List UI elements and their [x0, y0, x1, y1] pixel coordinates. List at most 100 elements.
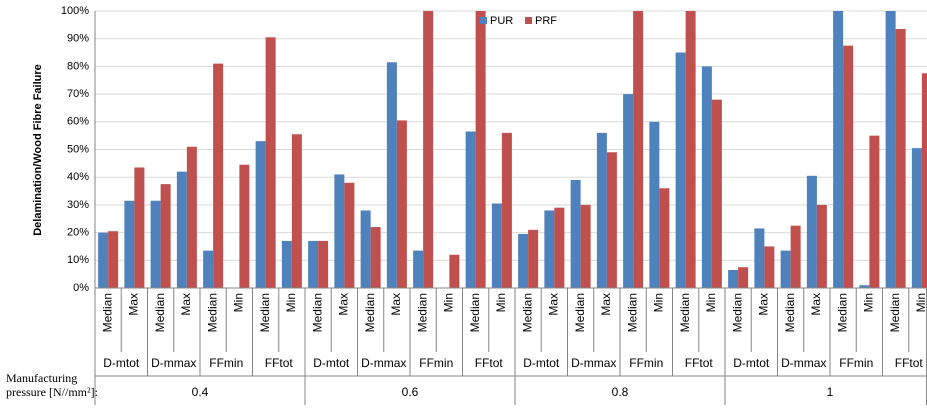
- bar: [265, 37, 276, 288]
- group-label: D-mmax: [781, 356, 826, 370]
- bar: [176, 171, 187, 288]
- bar: [239, 164, 250, 288]
- bar: [885, 11, 896, 288]
- bar: [728, 269, 739, 288]
- pressure-label: 0.6: [402, 385, 419, 399]
- bar: [134, 167, 145, 288]
- bar: [98, 232, 109, 288]
- x-tick-label: Max: [547, 293, 561, 316]
- bar: [701, 66, 712, 289]
- bar: [833, 11, 844, 288]
- bar: [308, 240, 319, 288]
- x-tick-label: Median: [573, 293, 587, 332]
- x-tick-label: Min: [862, 293, 876, 312]
- group-label: D-mtot: [523, 356, 560, 370]
- bar: [649, 121, 660, 288]
- x-tick-label: Median: [100, 293, 114, 332]
- x-tick-label: Max: [179, 293, 193, 316]
- group-label: D-mtot: [313, 356, 350, 370]
- pressure-label: 0.8: [612, 385, 629, 399]
- group-label: FFmin: [209, 356, 243, 370]
- x-tick-label: Median: [363, 293, 377, 332]
- bar: [370, 227, 381, 288]
- y-tick-label: 10%: [67, 254, 89, 266]
- bar: [344, 182, 355, 288]
- bar: [528, 229, 539, 288]
- bar: [780, 250, 791, 288]
- y-tick-label: 20%: [67, 227, 89, 239]
- bar: [764, 246, 775, 288]
- x-tick-label: Min: [232, 293, 246, 312]
- x-tick-label: Median: [783, 293, 797, 332]
- x-axis-label: Manufacturing: [6, 371, 77, 385]
- bar: [554, 207, 565, 288]
- bar: [606, 152, 617, 288]
- bar: [659, 188, 670, 288]
- x-tick-label: Max: [389, 293, 403, 316]
- bar: [675, 52, 686, 288]
- pressure-label: 1: [827, 385, 834, 399]
- y-axis-label: Delamination/Wood Fibre Failure: [32, 64, 44, 236]
- bar: [413, 250, 424, 288]
- x-tick-label: Max: [337, 293, 351, 316]
- bar: [633, 11, 644, 288]
- group-label: D-mmax: [151, 356, 196, 370]
- x-tick-label: Median: [153, 293, 167, 332]
- x-tick-label: Median: [835, 293, 849, 332]
- legend-label: PRF: [535, 15, 557, 27]
- x-tick-label: Max: [127, 293, 141, 316]
- group-label: FFmin: [629, 356, 663, 370]
- x-tick-label: Min: [914, 293, 927, 312]
- x-tick-label: Min: [652, 293, 666, 312]
- x-tick-label: Max: [757, 293, 771, 316]
- bar: [360, 210, 371, 288]
- x-tick-label: Median: [205, 293, 219, 332]
- bar: [921, 73, 927, 288]
- y-tick-label: 100%: [61, 5, 89, 17]
- bar: [711, 99, 722, 288]
- bar: [386, 62, 397, 289]
- bar: [754, 228, 765, 288]
- bar: [580, 204, 591, 288]
- x-tick-label: Median: [415, 293, 429, 332]
- x-tick-label: Median: [310, 293, 324, 332]
- bar: [203, 250, 214, 288]
- x-tick-label: Min: [284, 293, 298, 312]
- y-tick-label: 40%: [67, 171, 89, 183]
- bar: [449, 254, 460, 288]
- group-label: FFtot: [475, 356, 504, 370]
- bar: [281, 240, 292, 288]
- bar: [816, 204, 827, 288]
- x-tick-label: Max: [599, 293, 613, 316]
- bar: [859, 285, 870, 288]
- bar: [150, 200, 161, 288]
- y-tick-label: 50%: [67, 143, 89, 155]
- group-label: D-mtot: [103, 356, 140, 370]
- group-label: D-mmax: [571, 356, 616, 370]
- group-label: D-mmax: [361, 356, 406, 370]
- x-tick-label: Median: [678, 293, 692, 332]
- bar: [423, 11, 434, 288]
- bar: [790, 225, 801, 288]
- bar: [124, 200, 135, 288]
- legend-label: PUR: [490, 15, 513, 27]
- x-tick-label: Min: [494, 293, 508, 312]
- group-label: FFmin: [839, 356, 873, 370]
- bar: [291, 134, 302, 288]
- bar: [685, 11, 696, 288]
- x-tick-label: Median: [468, 293, 482, 332]
- bar: [213, 63, 224, 288]
- y-tick-label: 70%: [67, 88, 89, 100]
- x-axis-label: pressure [N//mm²]:: [6, 385, 98, 399]
- x-tick-label: Min: [442, 293, 456, 312]
- bar: [108, 231, 119, 288]
- bar: [318, 240, 329, 288]
- group-label: D-mtot: [733, 356, 770, 370]
- pressure-label: 0.4: [192, 385, 209, 399]
- bar: [544, 210, 555, 288]
- bar: [869, 135, 880, 288]
- group-label: FFtot: [265, 356, 294, 370]
- x-tick-label: Median: [258, 293, 272, 332]
- group-label: FFtot: [895, 356, 924, 370]
